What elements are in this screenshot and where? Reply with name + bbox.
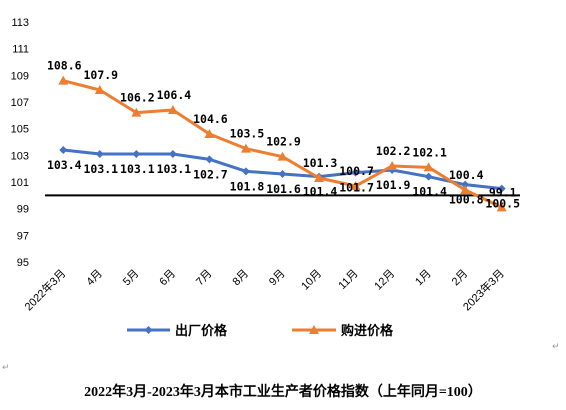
data-point xyxy=(241,167,250,176)
y-tick-label: 95 xyxy=(17,257,29,269)
data-label: 104.6 xyxy=(193,112,228,126)
data-point xyxy=(204,129,215,138)
data-point xyxy=(387,161,398,170)
data-point xyxy=(94,85,105,94)
y-tick-label: 111 xyxy=(12,44,29,56)
legend-label: 购进价格 xyxy=(341,323,394,338)
data-label: 101.8 xyxy=(230,179,265,193)
data-label: 107.9 xyxy=(83,68,118,82)
x-tick-label: 4月 xyxy=(84,268,105,289)
paragraph-mark-right: ↵ xyxy=(552,342,560,352)
x-tick-label: 1月 xyxy=(413,268,434,289)
y-tick-label: 107 xyxy=(11,97,29,109)
x-tick-label: 5月 xyxy=(121,268,142,289)
x-tick-label: 2月 xyxy=(450,268,471,289)
legend-marker xyxy=(309,325,319,334)
x-tick-label: 8月 xyxy=(230,268,251,289)
data-label: 101.3 xyxy=(303,156,338,170)
y-tick-label: 99 xyxy=(17,204,29,216)
data-label: 101.6 xyxy=(266,182,301,196)
data-point xyxy=(240,143,251,153)
data-label: 103.4 xyxy=(47,158,82,172)
data-point xyxy=(132,150,141,158)
data-label: 102.2 xyxy=(376,144,411,158)
x-tick-label: 11月 xyxy=(336,268,360,292)
data-label: 103.1 xyxy=(83,162,118,176)
x-tick-label: 12月 xyxy=(372,268,397,293)
x-tick-label: 2022年3月 xyxy=(21,266,68,313)
x-tick-label: 10月 xyxy=(299,268,324,293)
data-label: 103.5 xyxy=(230,127,265,141)
data-point xyxy=(497,184,506,193)
data-label: 100.8 xyxy=(449,193,484,207)
data-point xyxy=(461,180,470,189)
data-point xyxy=(205,155,214,164)
data-label: 103.1 xyxy=(157,162,192,176)
y-tick-label: 113 xyxy=(11,17,29,29)
x-tick-label: 9月 xyxy=(267,268,288,289)
data-label: 101.7 xyxy=(339,181,374,195)
y-tick-label: 109 xyxy=(11,70,29,82)
x-tick-label: 6月 xyxy=(157,268,178,289)
data-label: 102.7 xyxy=(193,167,228,181)
data-label: 103.1 xyxy=(120,162,155,176)
paragraph-mark-left: ↵ xyxy=(2,363,10,373)
data-point xyxy=(350,181,361,190)
data-point xyxy=(277,151,288,161)
data-point xyxy=(131,107,142,117)
data-label: 100.7 xyxy=(339,164,374,178)
data-label: 102.9 xyxy=(266,135,301,149)
legend-marker xyxy=(144,326,153,334)
data-label: 101.9 xyxy=(376,178,411,192)
data-label: 101.4 xyxy=(303,185,338,199)
data-point xyxy=(95,150,104,158)
data-point xyxy=(460,185,471,194)
y-tick-label: 105 xyxy=(11,124,29,136)
data-point xyxy=(351,168,360,177)
chart-caption: 2022年3月-2023年3月本市工业生产者价格指数（上年同月=100） xyxy=(84,385,482,400)
data-point xyxy=(168,150,177,158)
data-point xyxy=(58,75,69,85)
data-point xyxy=(423,162,434,172)
data-label: 102.1 xyxy=(412,145,447,159)
y-tick-label: 101 xyxy=(11,177,29,189)
data-point xyxy=(496,202,507,212)
y-tick-label: 97 xyxy=(17,230,29,242)
x-tick-label: 7月 xyxy=(194,268,215,289)
data-label: 100.4 xyxy=(449,168,484,182)
data-point xyxy=(167,105,178,114)
plot-area xyxy=(58,75,507,212)
data-label: 106.4 xyxy=(157,88,192,102)
data-point xyxy=(314,173,325,182)
data-label: 101.4 xyxy=(412,185,447,199)
data-label: 99.1 xyxy=(489,185,517,199)
y-axis: 95 97 99 101 103 105 107 109 111 113 xyxy=(11,17,29,269)
data-point xyxy=(424,172,433,181)
data-point xyxy=(59,146,68,154)
data-label: 106.2 xyxy=(120,91,155,105)
data-label: 108.6 xyxy=(47,59,82,73)
legend-label: 出厂价格 xyxy=(175,323,228,338)
data-label: 100.5 xyxy=(485,197,520,211)
y-tick-label: 103 xyxy=(11,150,29,162)
data-point xyxy=(278,170,287,178)
legend: 出厂价格 购进价格 xyxy=(127,323,394,338)
